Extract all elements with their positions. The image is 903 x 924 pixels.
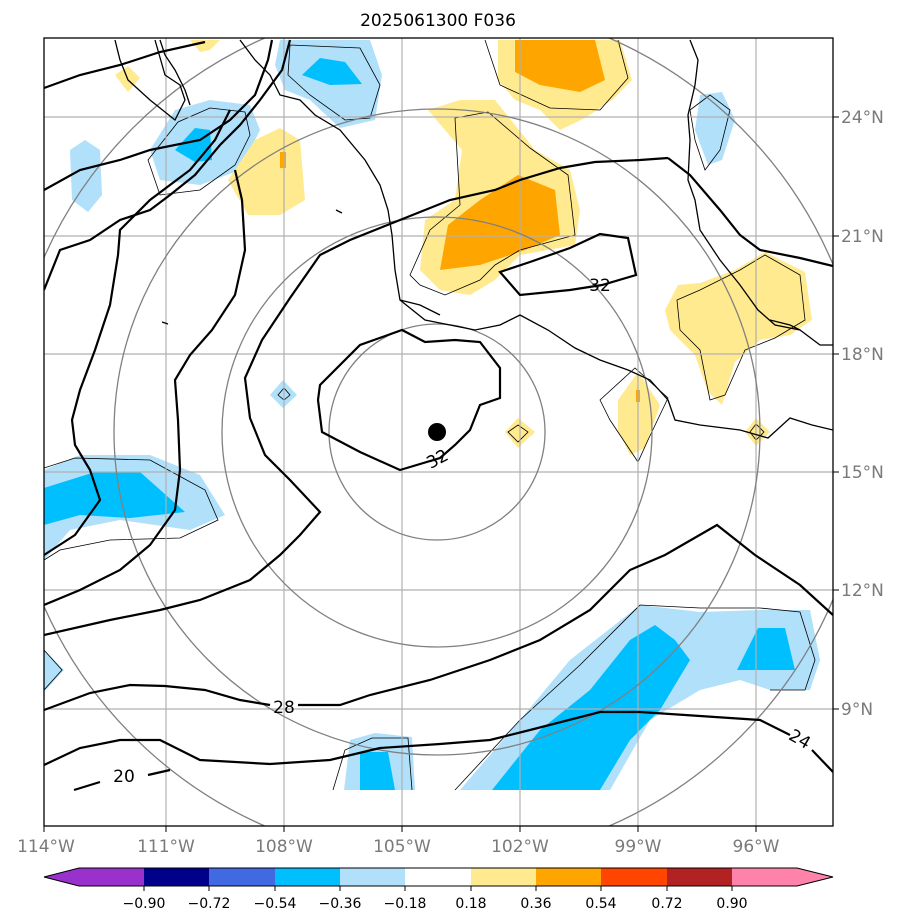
- colorbar-segment: [79, 868, 144, 886]
- colorbar-tick-label: 0.36: [520, 896, 551, 912]
- lon-label: 114°W: [17, 837, 75, 857]
- lat-label: 9°N: [841, 700, 873, 720]
- gridlines: [44, 38, 833, 826]
- positive-anomaly-light: [618, 372, 660, 455]
- colorbar-segment: [601, 868, 667, 886]
- shaded-regions: [44, 40, 820, 790]
- contour-label-28: 28: [273, 698, 295, 718]
- colorbar-segment: [144, 868, 209, 886]
- map-frame: [43, 37, 834, 827]
- positive-anomaly-core: [515, 40, 605, 92]
- positive-anomaly-light: [665, 252, 812, 405]
- coastlines: [114, 39, 833, 439]
- colorbar-tick-label: −0.54: [254, 896, 297, 912]
- positive-anomaly-core: [440, 175, 560, 270]
- colorbar-segment: [471, 868, 536, 886]
- lon-label: 99°W: [615, 837, 662, 857]
- lon-label: 105°W: [373, 837, 431, 857]
- negative-anomaly-light: [695, 92, 735, 165]
- negative-anomaly-core: [302, 58, 362, 85]
- negative-anomaly-light: [70, 140, 102, 212]
- lon-label: 96°W: [733, 837, 780, 857]
- colorbar: −0.90 −0.72 −0.54 −0.36 −0.18 0.18 0.36 …: [43, 867, 834, 912]
- colorbar-extend-low: [44, 868, 79, 886]
- lon-label: 108°W: [255, 837, 313, 857]
- lat-label: 21°N: [841, 227, 884, 247]
- colorbar-tick-label: 0.90: [716, 896, 747, 912]
- colorbar-segment: [667, 868, 732, 886]
- colorbar-tick-label: −0.72: [188, 896, 231, 912]
- colorbar-tick-label: −0.36: [319, 896, 362, 912]
- longitude-labels: 114°W 111°W 108°W 105°W 102°W 99°W 96°W: [17, 837, 780, 857]
- contour-label-32-upper: 32: [589, 276, 611, 296]
- storm-center-marker: [428, 423, 446, 441]
- latitude-labels: 24°N 21°N 18°N 15°N 12°N 9°N: [841, 108, 884, 720]
- negative-anomaly-core: [737, 628, 795, 670]
- lat-label: 18°N: [841, 345, 884, 365]
- colorbar-segment: [732, 868, 797, 886]
- negative-anomaly-light: [44, 650, 64, 692]
- colorbar-extend-high: [797, 868, 833, 886]
- contour-label-20: 20: [113, 767, 135, 787]
- positive-anomaly-light: [228, 128, 305, 215]
- map-panel: 32 32 28 24 20: [44, 38, 833, 826]
- colorbar-segment: [405, 868, 471, 886]
- contours: [44, 39, 833, 792]
- colorbar-tick-label: 0.72: [651, 896, 682, 912]
- figure-title: 2025061300 F036: [360, 11, 516, 31]
- lat-label: 15°N: [841, 463, 884, 483]
- positive-anomaly-light: [745, 418, 770, 446]
- negative-anomaly-core: [492, 625, 690, 790]
- colorbar-segment: [536, 868, 601, 886]
- lat-label: 12°N: [841, 581, 884, 601]
- negative-anomaly-core: [44, 472, 185, 525]
- range-rings: [44, 38, 833, 826]
- colorbar-segment: [275, 868, 340, 886]
- colorbar-segment: [209, 868, 275, 886]
- tick-marks: [43, 116, 839, 832]
- lon-label: 111°W: [137, 837, 195, 857]
- colorbar-tick-label: −0.18: [384, 896, 427, 912]
- colorbar-outline: [43, 867, 834, 887]
- colorbar-tick-label: −0.90: [123, 896, 166, 912]
- colorbar-segment: [340, 868, 405, 886]
- lon-label: 102°W: [491, 837, 549, 857]
- colorbar-tick-label: 0.54: [585, 896, 616, 912]
- lat-label: 24°N: [841, 108, 884, 128]
- colorbar-tick-label: 0.18: [455, 896, 486, 912]
- negative-anomaly-core: [360, 752, 395, 790]
- positive-anomaly-core: [280, 152, 286, 168]
